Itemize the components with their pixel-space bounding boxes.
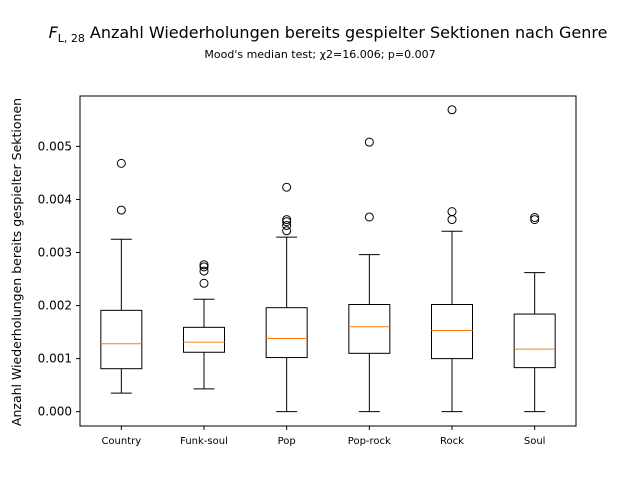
y-tick-label: 0.003 (38, 246, 72, 260)
outlier-point (364, 137, 374, 147)
outlier-point (530, 212, 540, 222)
title-text: Anzahl Wiederholungen bereits gespielter… (90, 23, 608, 42)
title-symbol: F (49, 23, 59, 42)
x-tick-label: Soul (524, 436, 546, 447)
outlier-point (447, 207, 457, 217)
boxes (100, 105, 556, 413)
chart-title: FL, 28 Anzahl Wiederholungen bereits gesp… (49, 23, 608, 45)
x-tick-label: Rock (440, 436, 464, 447)
chart-subtitle: Mood's median test; χ2=16.006; p=0.007 (204, 48, 435, 61)
outlier-point (282, 217, 292, 227)
iqr-box (348, 304, 391, 354)
iqr-box (100, 309, 143, 370)
outlier-point (447, 105, 457, 115)
outlier-point (447, 215, 457, 225)
outlier-point (116, 158, 126, 168)
outlier-point (364, 212, 374, 222)
x-axis: Country Funk-soul Pop Pop-rock Rock Soul (101, 426, 545, 447)
outlier-point (530, 215, 540, 225)
title-subscript: L, 28 (58, 32, 85, 45)
outlier-point (282, 220, 292, 230)
y-tick-label: 0.000 (38, 405, 72, 419)
iqr-box (431, 304, 473, 360)
y-tick-label: 0.004 (38, 192, 72, 206)
x-tick-label: Country (101, 436, 141, 447)
x-tick-label: Funk-soul (180, 436, 228, 447)
y-axis-label: Anzahl Wiederholungen bereits gespielter… (9, 98, 24, 426)
x-tick-label: Pop-rock (348, 436, 391, 447)
outlier-point (282, 215, 292, 225)
iqr-box (183, 326, 225, 353)
outlier-point (199, 262, 209, 272)
x-tick-label: Pop (278, 436, 296, 447)
outlier-point (199, 278, 209, 288)
outlier-point (199, 266, 209, 276)
outlier-point (282, 182, 292, 192)
box-funk-soul (183, 260, 225, 390)
iqr-box (265, 307, 308, 359)
plot-frame (79, 95, 577, 427)
box-pop (265, 182, 308, 413)
y-axis: 0.000 0.001 0.002 0.003 0.004 0.005 (38, 139, 80, 419)
outlier-point (199, 260, 209, 270)
iqr-box (513, 313, 556, 369)
box-country (100, 158, 143, 394)
y-tick-label: 0.005 (38, 139, 72, 153)
y-tick-label: 0.001 (38, 352, 72, 366)
box-pop-rock (348, 137, 391, 413)
outlier-point (282, 226, 292, 236)
outlier-point (116, 205, 126, 215)
box-rock (431, 105, 473, 413)
y-tick-label: 0.002 (38, 299, 72, 313)
box-soul (513, 212, 556, 413)
